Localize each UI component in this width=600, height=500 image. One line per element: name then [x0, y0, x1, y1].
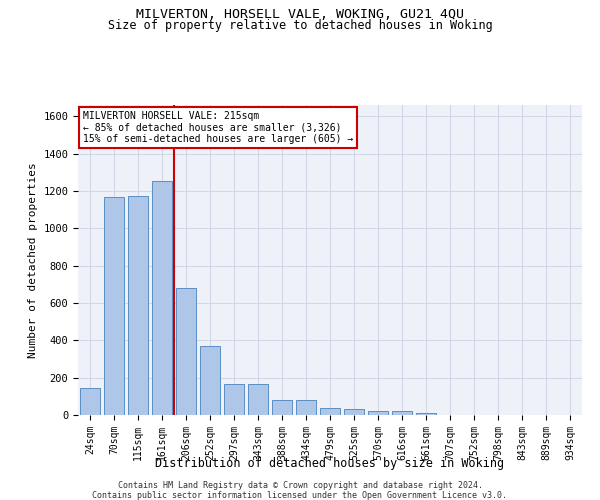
Y-axis label: Number of detached properties: Number of detached properties	[28, 162, 38, 358]
Bar	[176, 288, 196, 415]
Bar	[272, 400, 292, 415]
Bar	[320, 408, 340, 415]
Bar	[200, 346, 220, 415]
Text: Contains public sector information licensed under the Open Government Licence v3: Contains public sector information licen…	[92, 491, 508, 500]
Bar	[344, 409, 364, 415]
Bar	[152, 180, 172, 415]
Bar	[296, 400, 316, 415]
Bar	[248, 384, 268, 415]
Bar	[128, 196, 148, 415]
Bar	[368, 411, 388, 415]
Text: MILVERTON HORSELL VALE: 215sqm
← 85% of detached houses are smaller (3,326)
15% : MILVERTON HORSELL VALE: 215sqm ← 85% of …	[83, 111, 353, 144]
Bar	[392, 411, 412, 415]
Text: MILVERTON, HORSELL VALE, WOKING, GU21 4QU: MILVERTON, HORSELL VALE, WOKING, GU21 4Q…	[136, 8, 464, 20]
Bar	[80, 388, 100, 415]
Bar	[104, 198, 124, 415]
Text: Contains HM Land Registry data © Crown copyright and database right 2024.: Contains HM Land Registry data © Crown c…	[118, 481, 482, 490]
Text: Size of property relative to detached houses in Woking: Size of property relative to detached ho…	[107, 19, 493, 32]
Bar	[224, 384, 244, 415]
Bar	[416, 412, 436, 415]
Text: Distribution of detached houses by size in Woking: Distribution of detached houses by size …	[155, 458, 505, 470]
